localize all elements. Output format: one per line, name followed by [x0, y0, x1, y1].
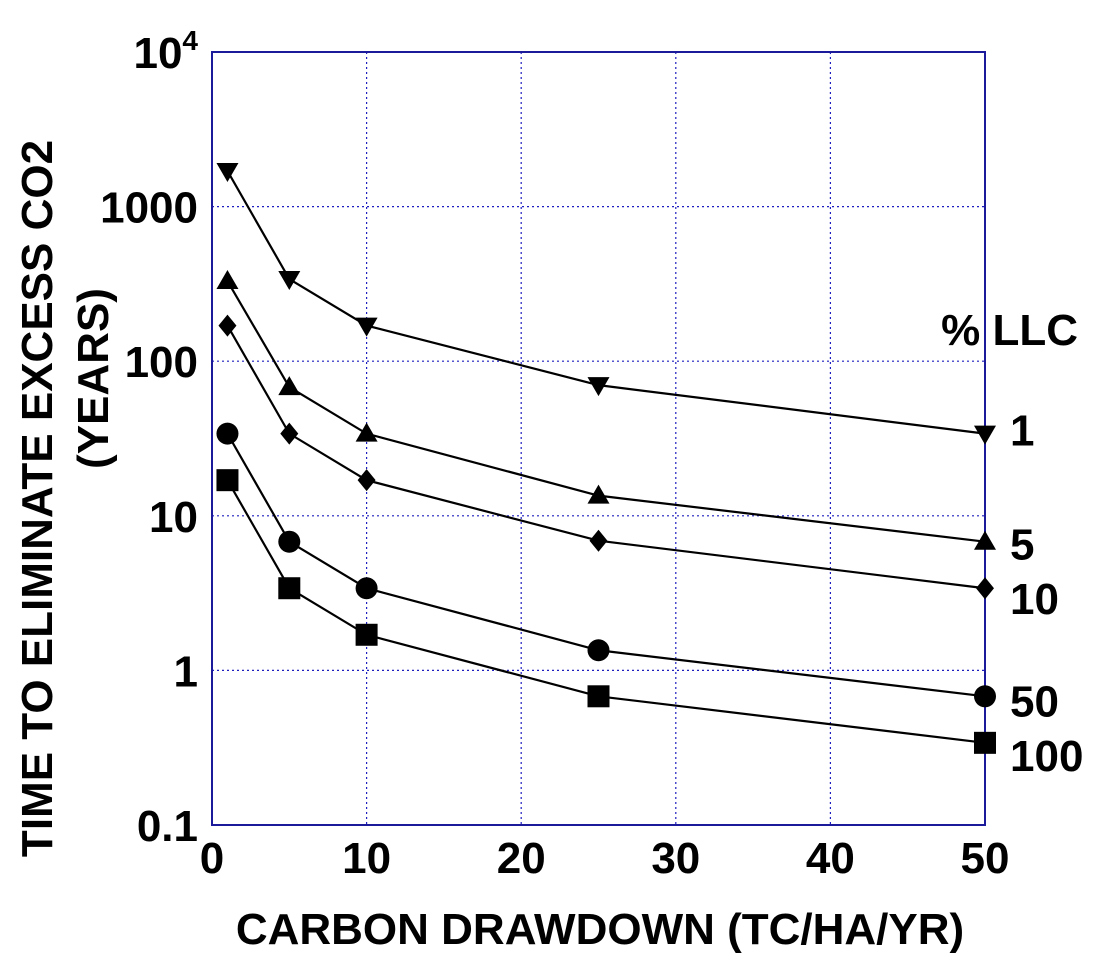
series-label: 100 — [1010, 732, 1083, 781]
y-tick-label: 10 — [149, 493, 198, 542]
y-axis-title-units: (YEARS) — [69, 288, 118, 469]
y-tick-label: 0.1 — [137, 802, 198, 851]
series-label: 50 — [1010, 677, 1059, 726]
y-tick-label: 104 — [133, 25, 198, 78]
series-label: 10 — [1010, 575, 1059, 624]
x-tick-label: 10 — [342, 834, 391, 883]
data-point — [974, 731, 996, 754]
series-group: 1 5 10 50 100 — [216, 162, 1083, 781]
series-1: 1 — [216, 162, 1034, 456]
plot-frame — [211, 51, 986, 826]
series-label: 5 — [1010, 521, 1034, 570]
series-label: 1 — [1010, 407, 1034, 456]
series-50: 50 — [216, 422, 1059, 726]
series-5: 5 — [216, 270, 1034, 570]
legend-title: % LLC — [941, 306, 1078, 355]
data-point — [278, 577, 301, 600]
data-point — [216, 422, 239, 445]
data-point — [278, 271, 301, 291]
data-point — [355, 317, 378, 337]
grid — [212, 52, 985, 825]
x-tick-label: 30 — [651, 834, 700, 883]
data-point — [976, 577, 994, 600]
data-point — [278, 530, 301, 553]
series-line — [226, 170, 986, 435]
x-tick-label: 0 — [200, 834, 224, 883]
series-line — [226, 325, 986, 590]
data-point — [974, 685, 996, 708]
data-point — [355, 623, 378, 646]
data-point — [278, 376, 301, 396]
data-point — [218, 314, 237, 337]
data-point — [587, 484, 610, 504]
y-axis-title: TIME TO ELIMINATE EXCESS CO2 — [13, 140, 62, 857]
data-point — [974, 530, 996, 550]
y-tick-label: 1000 — [100, 184, 198, 233]
series-100: 100 — [216, 469, 1083, 781]
y-tick-label: 1 — [174, 647, 198, 696]
y-axis-ticks: 0.1 1 10 100 1000 104 — [100, 25, 198, 851]
x-tick-label: 50 — [961, 834, 1010, 883]
data-point — [216, 270, 239, 290]
series-10: 10 — [218, 314, 1059, 624]
x-axis-ticks: 0 10 20 30 40 50 — [200, 834, 1010, 883]
data-point — [587, 377, 610, 397]
x-tick-label: 40 — [806, 834, 855, 883]
data-point — [974, 425, 996, 445]
data-point — [216, 469, 239, 492]
data-point — [587, 639, 610, 662]
data-point — [589, 529, 608, 552]
x-tick-label: 20 — [497, 834, 546, 883]
data-point — [355, 422, 378, 442]
data-point — [280, 422, 299, 445]
data-point — [587, 685, 610, 708]
x-axis-title: CARBON DRAWDOWN (TC/HA/YR) — [236, 905, 964, 954]
y-tick-label: 100 — [125, 338, 198, 387]
data-point — [355, 577, 378, 600]
data-point — [357, 469, 376, 492]
data-point — [216, 162, 239, 182]
